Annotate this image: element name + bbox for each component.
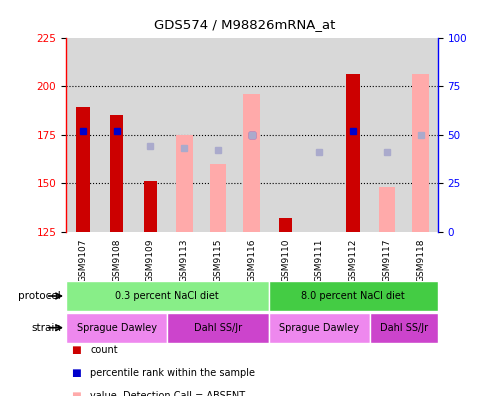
Text: GSM9107: GSM9107	[78, 238, 87, 282]
Bar	[143, 181, 157, 232]
Bar	[378, 187, 395, 232]
Bar	[76, 107, 89, 232]
Text: 8.0 percent NaCl diet: 8.0 percent NaCl diet	[301, 291, 404, 301]
Text: Sprague Dawley: Sprague Dawley	[77, 323, 156, 333]
Text: GSM9115: GSM9115	[213, 238, 222, 282]
Text: GSM9110: GSM9110	[281, 238, 289, 282]
Text: protocol: protocol	[19, 291, 61, 301]
Text: GSM9112: GSM9112	[348, 238, 357, 282]
Bar	[346, 74, 359, 232]
Text: ■: ■	[71, 368, 81, 379]
Bar	[268, 313, 369, 343]
Text: Dahl SS/Jr: Dahl SS/Jr	[379, 323, 427, 333]
Bar	[369, 313, 437, 343]
Bar	[411, 74, 428, 232]
Bar	[268, 281, 437, 311]
Text: ■: ■	[71, 391, 81, 396]
Text: percentile rank within the sample: percentile rank within the sample	[90, 368, 255, 379]
Bar	[176, 135, 192, 232]
Text: GSM9113: GSM9113	[180, 238, 188, 282]
Bar	[167, 313, 268, 343]
Text: 0.3 percent NaCl diet: 0.3 percent NaCl diet	[115, 291, 219, 301]
Text: Dahl SS/Jr: Dahl SS/Jr	[194, 323, 242, 333]
Text: GSM9109: GSM9109	[146, 238, 155, 282]
Text: GSM9116: GSM9116	[247, 238, 256, 282]
Bar	[66, 313, 167, 343]
Text: GDS574 / M98826mRNA_at: GDS574 / M98826mRNA_at	[154, 18, 334, 31]
Text: GSM9111: GSM9111	[314, 238, 323, 282]
Bar	[110, 115, 123, 232]
Text: GSM9118: GSM9118	[415, 238, 425, 282]
Text: Sprague Dawley: Sprague Dawley	[279, 323, 359, 333]
Text: GSM9108: GSM9108	[112, 238, 121, 282]
Bar	[66, 281, 268, 311]
Text: value, Detection Call = ABSENT: value, Detection Call = ABSENT	[90, 391, 245, 396]
Text: GSM9117: GSM9117	[382, 238, 391, 282]
Bar	[278, 218, 292, 232]
Bar	[209, 164, 226, 232]
Text: strain: strain	[31, 323, 61, 333]
Bar	[243, 94, 260, 232]
Text: count: count	[90, 345, 118, 356]
Text: ■: ■	[71, 345, 81, 356]
